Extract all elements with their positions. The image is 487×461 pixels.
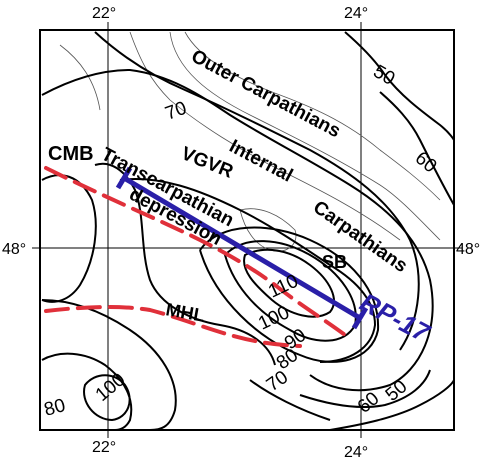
contour-label: 60 <box>354 388 384 418</box>
contour-label: 70 <box>163 98 190 125</box>
mhl-boundary-line <box>44 305 302 348</box>
contour-label: 100 <box>92 369 130 405</box>
contour-label: 100 <box>255 302 293 334</box>
contour-label: 80 <box>42 395 68 421</box>
map-frame <box>39 29 455 431</box>
thin-contours <box>59 31 441 252</box>
lat-tick-right-48: 48° <box>456 241 480 258</box>
label-cmb: CMB <box>48 143 94 165</box>
profile-line <box>122 175 362 321</box>
lon-tick-top-24: 24° <box>344 5 368 22</box>
profile-rp17 <box>115 166 369 330</box>
label-rp17: RP-17 <box>355 287 436 349</box>
profile-endcap-end <box>351 306 369 330</box>
label-mhl: MHL <box>164 299 206 325</box>
profile-endcap-start <box>115 166 133 190</box>
lat-tick-left-48: 48° <box>2 241 26 258</box>
label-internal: Internal <box>226 136 296 187</box>
cmb-boundary-line <box>44 166 347 337</box>
lon-tick-bottom-24: 24° <box>344 444 368 461</box>
label-sb: SB <box>322 252 347 272</box>
tectonic-boundaries <box>44 166 347 348</box>
lon-tick-top-22: 22° <box>92 5 116 22</box>
contour-label: 50 <box>382 376 412 406</box>
lon-tick-bottom-22: 22° <box>92 439 116 456</box>
